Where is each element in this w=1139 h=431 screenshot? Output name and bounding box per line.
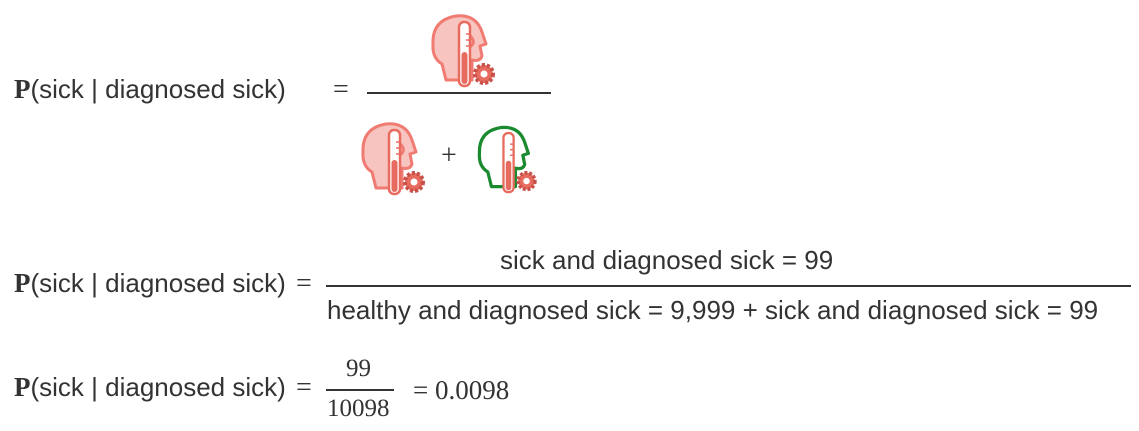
- eq2-lhs: P(sick | diagnosed sick): [14, 268, 286, 299]
- eq2-prob-symbol: P: [14, 268, 31, 298]
- eq3-equals: =: [296, 372, 312, 403]
- eq1-prob-symbol: P: [14, 74, 31, 104]
- eq3-numerator: 99: [346, 355, 371, 382]
- eq3-denominator: 10098: [327, 395, 390, 422]
- eq3-lhs: P(sick | diagnosed sick): [14, 372, 286, 403]
- eq3-fraction-bar: [326, 389, 394, 391]
- eq2-fraction-bar: [326, 285, 1131, 287]
- eq1-fraction-bar: [367, 92, 551, 94]
- sick-diagnosed-sick-icon: [361, 122, 425, 196]
- eq1-equals: =: [333, 74, 349, 105]
- eq2-denominator: healthy and diagnosed sick = 9,999 + sic…: [327, 295, 1099, 325]
- eq3-condition: (sick | diagnosed sick): [30, 372, 286, 402]
- eq1-condition: (sick | diagnosed sick): [30, 74, 286, 104]
- healthy-diagnosed-sick-icon: [477, 125, 537, 194]
- eq2-condition: (sick | diagnosed sick): [30, 268, 286, 298]
- eq1-plus: +: [441, 140, 457, 171]
- eq1-lhs: P(sick | diagnosed sick): [14, 74, 286, 105]
- eq3-prob-symbol: P: [14, 372, 31, 402]
- sick-diagnosed-sick-icon: [431, 14, 495, 88]
- eq2-equals: =: [296, 268, 312, 299]
- eq3-result: = 0.0098: [413, 375, 510, 405]
- eq2-numerator: sick and diagnosed sick = 99: [500, 245, 834, 275]
